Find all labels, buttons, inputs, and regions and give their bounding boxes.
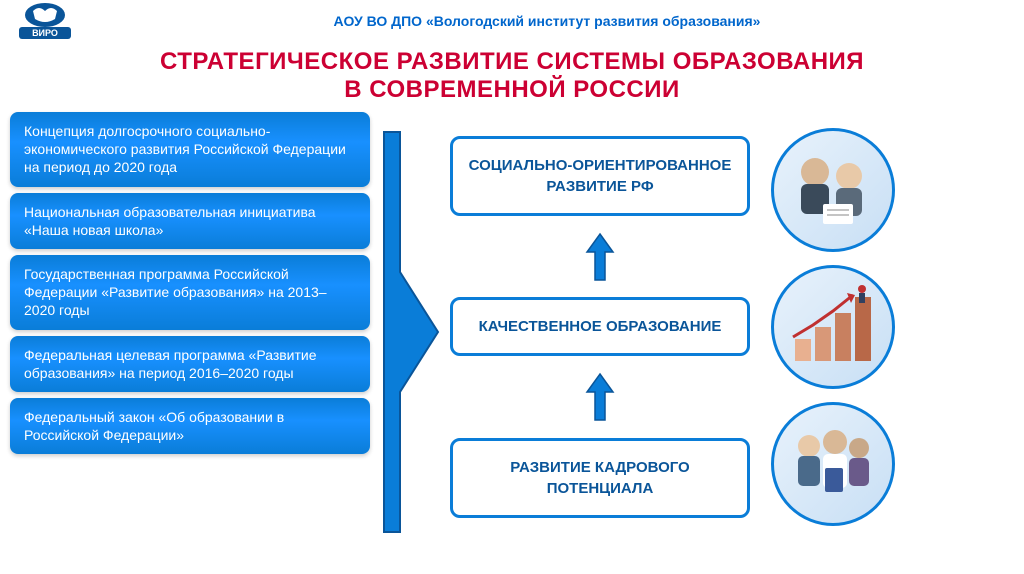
up-arrow-1-icon [450, 232, 750, 282]
big-right-arrow-icon [380, 122, 440, 542]
images-column [758, 112, 908, 542]
middle-arrow-column [378, 122, 442, 542]
left-box-2: Национальная образовательная инициатива … [10, 193, 370, 249]
right-column: СОЦИАЛЬНО-ОРИЕНТИРОВАННОЕ РАЗВИТИЕ РФ КА… [450, 112, 750, 542]
right-box-3: РАЗВИТИЕ КАДРОВОГО ПОТЕНЦИАЛА [450, 438, 750, 518]
up-arrow-2-icon [450, 372, 750, 422]
image-people-collaboration-icon [771, 128, 895, 252]
header: ВИРО АОУ ВО ДПО «Вологодский институт ра… [0, 0, 1024, 42]
left-column: Концепция долгосрочного социально-эконом… [10, 112, 370, 542]
image-growth-chart-icon [771, 265, 895, 389]
left-box-1: Концепция долгосрочного социально-эконом… [10, 112, 370, 187]
content-area: Концепция долгосрочного социально-эконом… [0, 112, 1024, 542]
right-box-2: КАЧЕСТВЕННОЕ ОБРАЗОВАНИЕ [450, 297, 750, 356]
title-line-1: СТРАТЕГИЧЕСКОЕ РАЗВИТИЕ СИСТЕМЫ ОБРАЗОВА… [0, 48, 1024, 76]
logo-icon: ВИРО [10, 0, 80, 42]
left-box-5: Федеральный закон «Об образовании в Росс… [10, 398, 370, 454]
left-box-3: Государственная программа Российской Фед… [10, 255, 370, 330]
svg-text:ВИРО: ВИРО [32, 28, 58, 38]
page-title: СТРАТЕГИЧЕСКОЕ РАЗВИТИЕ СИСТЕМЫ ОБРАЗОВА… [0, 48, 1024, 104]
image-students-group-icon [771, 402, 895, 526]
header-org-text: АОУ ВО ДПО «Вологодский институт развити… [80, 13, 1014, 29]
title-line-2: В СОВРЕМЕННОЙ РОССИИ [0, 76, 1024, 104]
right-box-1: СОЦИАЛЬНО-ОРИЕНТИРОВАННОЕ РАЗВИТИЕ РФ [450, 136, 750, 216]
left-box-4: Федеральная целевая программа «Развитие … [10, 336, 370, 392]
